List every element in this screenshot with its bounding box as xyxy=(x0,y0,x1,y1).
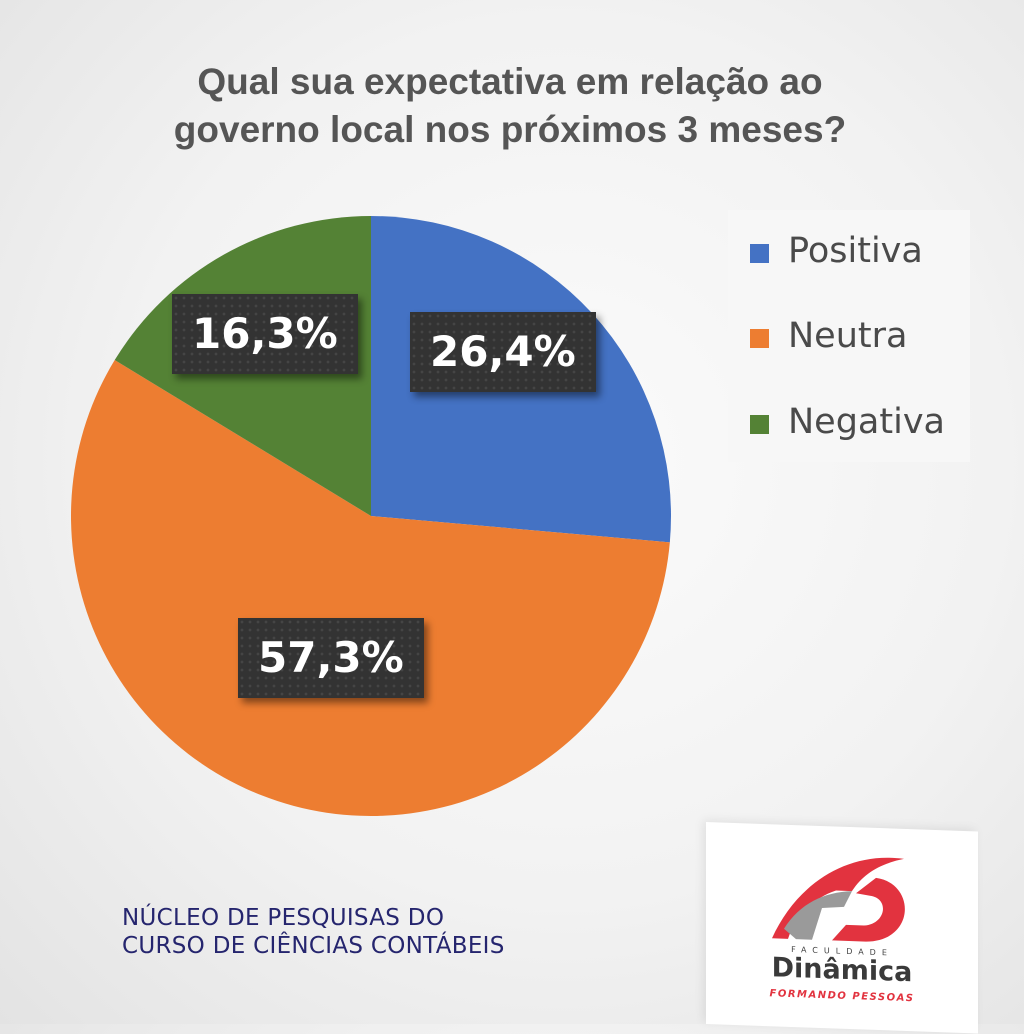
chart-legend: Positiva Neutra Negativa xyxy=(728,210,970,462)
chart-title-line-2: governo local nos próximos 3 meses? xyxy=(173,109,847,150)
data-label-neutra: 57,3% xyxy=(238,618,424,698)
pie-slice-neutra xyxy=(71,360,670,816)
legend-swatch-negativa xyxy=(750,415,769,434)
logo-gray-a xyxy=(784,891,852,940)
legend-swatch-positiva xyxy=(750,244,769,263)
faculdade-dinamica-logo-icon xyxy=(772,857,905,942)
footer-line-1: NÚCLEO DE PESQUISAS DO xyxy=(122,905,445,931)
data-label-negativa: 16,3% xyxy=(172,294,358,374)
logo-card: FACULDADE Dinâmica FORMANDO PESSOAS xyxy=(706,822,978,1034)
legend-label-positiva: Positiva xyxy=(788,231,923,271)
data-label-positiva: 26,4% xyxy=(410,312,596,392)
logo-red-swoosh xyxy=(772,857,904,939)
logo-red-d xyxy=(832,877,905,942)
legend-swatch-neutra xyxy=(750,329,769,348)
legend-label-neutra: Neutra xyxy=(788,316,908,356)
chart-title: Qual sua expectativa em relação ao gover… xyxy=(100,58,920,154)
footer-credit: NÚCLEO DE PESQUISAS DO CURSO DE CIÊNCIAS… xyxy=(122,904,505,960)
footer-line-2: CURSO DE CIÊNCIAS CONTÁBEIS xyxy=(122,933,505,959)
chart-title-line-1: Qual sua expectativa em relação ao xyxy=(197,61,823,102)
legend-label-negativa: Negativa xyxy=(788,402,945,442)
